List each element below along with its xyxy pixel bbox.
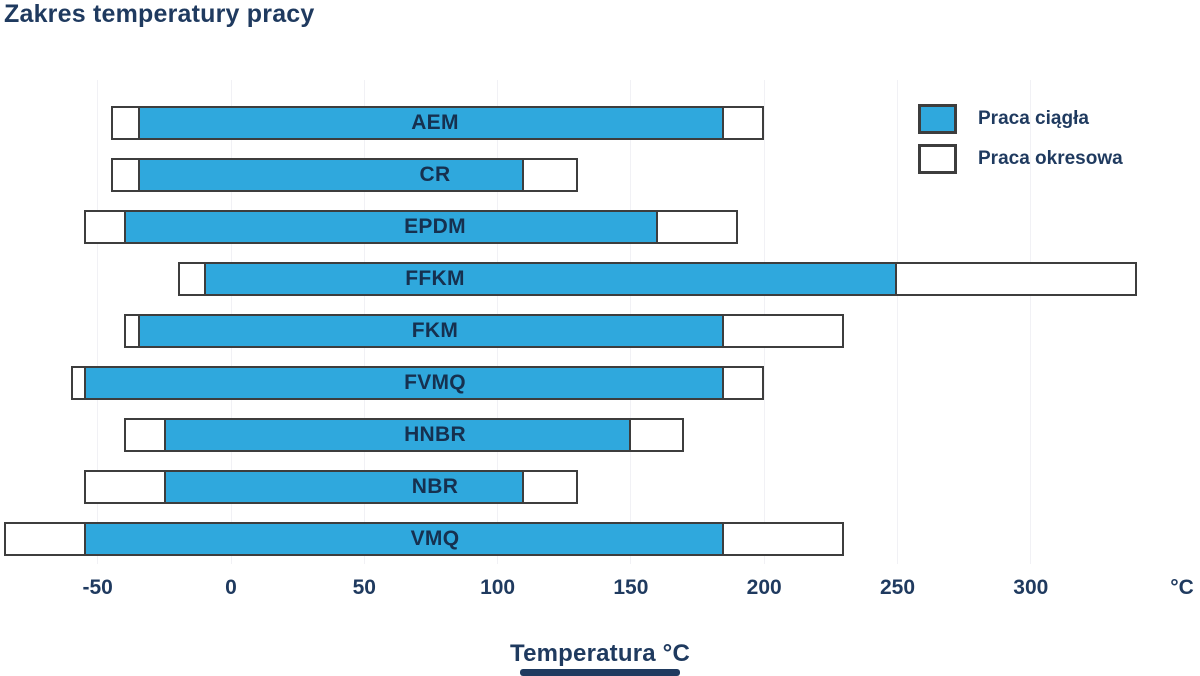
bottom-handle [520, 669, 680, 676]
legend-item-continuous: Praca ciągła [918, 104, 1123, 134]
tick-label: 200 [746, 576, 782, 599]
bar-row-aem: AEM [0, 106, 1200, 140]
legend-label-continuous: Praca ciągła [978, 108, 1089, 129]
continuous-bar [137, 106, 725, 140]
legend-item-intermittent: Praca okresowa [918, 144, 1123, 174]
legend: Praca ciągła Praca okresowa [918, 104, 1123, 184]
continuous-bar [124, 210, 658, 244]
continuous-bar [204, 262, 898, 296]
x-axis-title: Temperatura °C [510, 640, 690, 667]
continuous-bar [164, 470, 525, 504]
bar-row-ffkm: FFKM [0, 262, 1200, 296]
continuous-bar [84, 366, 725, 400]
continuous-bar [137, 314, 725, 348]
legend-swatch-intermittent [918, 144, 957, 174]
chart-title: Zakres temperatury pracy [4, 0, 315, 28]
bar-row-fvmq: FVMQ [0, 366, 1200, 400]
legend-swatch-continuous [918, 104, 957, 134]
material-label: FFKM [405, 267, 465, 290]
material-label: HNBR [404, 423, 466, 446]
material-label: NBR [411, 475, 459, 498]
tick-label: 100 [480, 576, 516, 599]
legend-label-intermittent: Praca okresowa [978, 148, 1123, 169]
material-label: FVMQ [404, 371, 466, 394]
bar-row-epdm: EPDM [0, 210, 1200, 244]
bar-row-fkm: FKM [0, 314, 1200, 348]
continuous-bar [164, 418, 631, 452]
tick-label: 50 [352, 576, 376, 599]
bar-row-cr: CR [0, 158, 1200, 192]
continuous-bar [137, 158, 525, 192]
gridline [1030, 80, 1032, 564]
tick-label: 250 [879, 576, 916, 599]
tick-label: 150 [613, 576, 649, 599]
material-label: FKM [411, 319, 459, 342]
gridline [897, 80, 898, 564]
material-label: AEM [411, 111, 459, 134]
continuous-bar [84, 522, 725, 556]
bar-row-nbr: NBR [0, 470, 1200, 504]
tick-label: 300 [1013, 576, 1049, 599]
material-label: EPDM [404, 215, 466, 238]
tick-label: 0 [225, 576, 237, 599]
bar-row-hnbr: HNBR [0, 418, 1200, 452]
axis-unit-label: °C [1170, 576, 1194, 599]
tick-label: -50 [82, 576, 113, 599]
gridline [97, 80, 99, 564]
bar-row-vmq: VMQ [0, 522, 1200, 556]
material-label: VMQ [410, 527, 460, 550]
material-label: CR [419, 163, 451, 186]
